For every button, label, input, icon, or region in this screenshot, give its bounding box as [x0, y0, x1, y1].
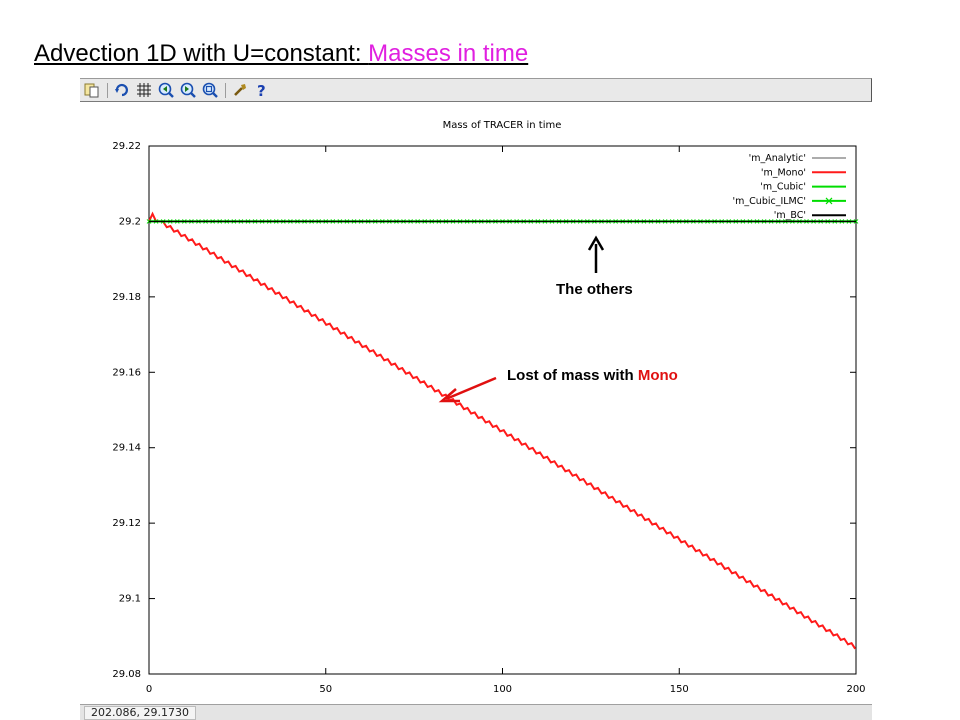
plot-frame: [148, 145, 857, 675]
status-bar: 202.086, 29.1730: [80, 704, 872, 720]
chart-title: Mass of TRACER in time: [443, 120, 562, 131]
x-tick-label: 100: [493, 684, 512, 695]
series-line: [148, 211, 857, 650]
legend-entry: 'm_Cubic': [760, 182, 806, 193]
zoom-next-icon[interactable]: [180, 82, 196, 98]
legend-entry: 'm_Cubic_ILMC': [733, 196, 806, 207]
legend-marker: [825, 197, 833, 205]
others-arrow: [587, 235, 605, 273]
legend-entry: 'm_Mono': [761, 167, 806, 178]
legend: 'm_Analytic' 'm_Mono' 'm_Cubic' 'm_Cubic_IL…: [733, 153, 846, 221]
slide-title-highlight: Masses in time: [368, 40, 529, 67]
svg-text:?: ?: [257, 82, 266, 98]
zoom-unzoom-icon[interactable]: [202, 82, 218, 98]
series-lines: [146, 211, 859, 650]
y-tick-label: 29.2: [119, 216, 141, 227]
legend-entry: 'm_BC': [774, 210, 806, 221]
x-tick-label: 200: [846, 684, 865, 695]
y-tick-label: 29.08: [112, 669, 141, 680]
cursor-coordinates: 202.086, 29.1730: [84, 706, 196, 720]
x-tick-label: 50: [319, 684, 332, 695]
annotation-mono: Lost of mass with Mono: [507, 367, 678, 384]
copy-icon[interactable]: [84, 82, 100, 98]
zoom-prev-icon[interactable]: [158, 82, 174, 98]
plot-toolbar: ?: [80, 78, 872, 102]
y-tick-label: 29.22: [112, 141, 141, 152]
slide-title-main: Advection 1D with U=constant:: [34, 40, 369, 67]
annotation-others: The others: [556, 281, 633, 298]
replot-icon[interactable]: [114, 82, 130, 98]
legend-entry: 'm_Analytic': [749, 153, 806, 164]
x-tick-label: 150: [670, 684, 689, 695]
y-tick-label: 29.12: [112, 518, 141, 529]
x-tick-label: 0: [146, 684, 152, 695]
y-tick-label: 29.14: [112, 443, 141, 454]
y-tick-label: 29.16: [112, 367, 141, 378]
config-icon[interactable]: [232, 82, 248, 98]
help-icon[interactable]: ?: [254, 82, 270, 100]
y-tick-label: 29.18: [112, 292, 141, 303]
mono-arrow: [438, 376, 497, 403]
axis-ticks: [148, 145, 857, 675]
annotation-mono-prefix: Lost of mass with: [507, 367, 638, 384]
annotation-mono-highlight: Mono: [637, 367, 678, 384]
slide-title: Advection 1D with U=constant: Masses in …: [34, 40, 528, 68]
axis-tick-labels: 29.08 29.1 29.12 29.14 29.16 29.18 29.2 29.22 0 5…: [112, 141, 865, 695]
y-tick-label: 29.1: [119, 594, 141, 605]
grid-icon[interactable]: [136, 82, 152, 98]
